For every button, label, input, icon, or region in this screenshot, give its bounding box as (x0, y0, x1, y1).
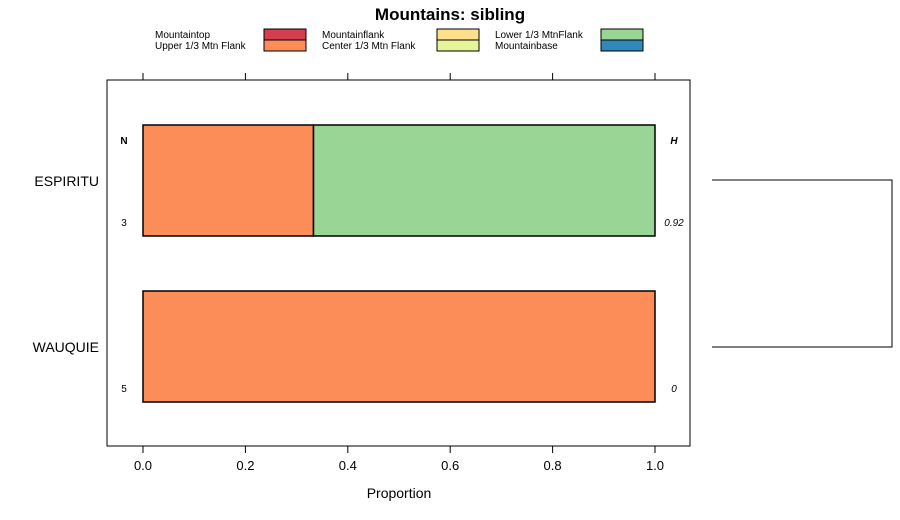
chart-title: Mountains: sibling (375, 5, 525, 24)
tick-label-0-6: 0.6 (441, 458, 459, 473)
tick-label-0-0: 0.0 (134, 458, 152, 473)
n-value-wauquie: 5 (121, 384, 127, 395)
bar-espiritu-lower-1-3-mtnflank (312, 124, 656, 237)
n-header: N (120, 136, 127, 147)
legend-swatch-mountaintop (263, 28, 307, 41)
annotations: N H 3 5 0.92 0 (120, 136, 684, 395)
h-value-wauquie: 0 (671, 384, 677, 395)
h-value-espiritu: 0.92 (664, 218, 684, 229)
h-header: H (670, 136, 678, 147)
legend-swatch-upper-1-3-mtn-flank (263, 39, 307, 52)
category-label-espiritu: ESPIRITU (34, 173, 99, 189)
legend-label-lower-1-3-mtnflank: Lower 1/3 MtnFlank (495, 30, 584, 41)
bar-wauquie-upper-1-3-mtn-flank (142, 290, 656, 403)
legend-swatch-lower-1-3-mtnflank (600, 28, 644, 41)
legend-swatch-mountainbase (600, 39, 644, 52)
x-axis-title: Proportion (367, 485, 432, 501)
dendrogram-branch (712, 179, 893, 348)
legend-label-upper-1-3-mtn-flank: Upper 1/3 Mtn Flank (155, 41, 247, 52)
legend-label-mountaintop: Mountaintop (155, 30, 210, 41)
legend-label-mountainbase: Mountainbase (495, 41, 558, 52)
category-label-wauquie: WAUQUIE (33, 339, 99, 355)
bars (142, 124, 656, 403)
legend-label-mountainflank: Mountainflank (322, 30, 385, 41)
legend-label-center-1-3-mtn-flank: Center 1/3 Mtn Flank (322, 41, 416, 52)
axes: 0.0 0.2 0.4 0.6 0.8 1.0 ESPIRITU WAUQUIE (33, 73, 664, 473)
tick-label-0-4: 0.4 (339, 458, 357, 473)
dendrogram (712, 179, 893, 348)
legend-swatch-center-1-3-mtn-flank (436, 39, 480, 52)
tick-label-0-2: 0.2 (236, 458, 254, 473)
n-value-espiritu: 3 (121, 218, 127, 229)
plot-frame (106, 79, 691, 447)
bar-espiritu-upper-1-3-mtn-flank (142, 124, 315, 237)
legend-swatch-mountainflank (436, 28, 480, 41)
tick-label-0-8: 0.8 (544, 458, 562, 473)
tick-label-1-0: 1.0 (646, 458, 664, 473)
